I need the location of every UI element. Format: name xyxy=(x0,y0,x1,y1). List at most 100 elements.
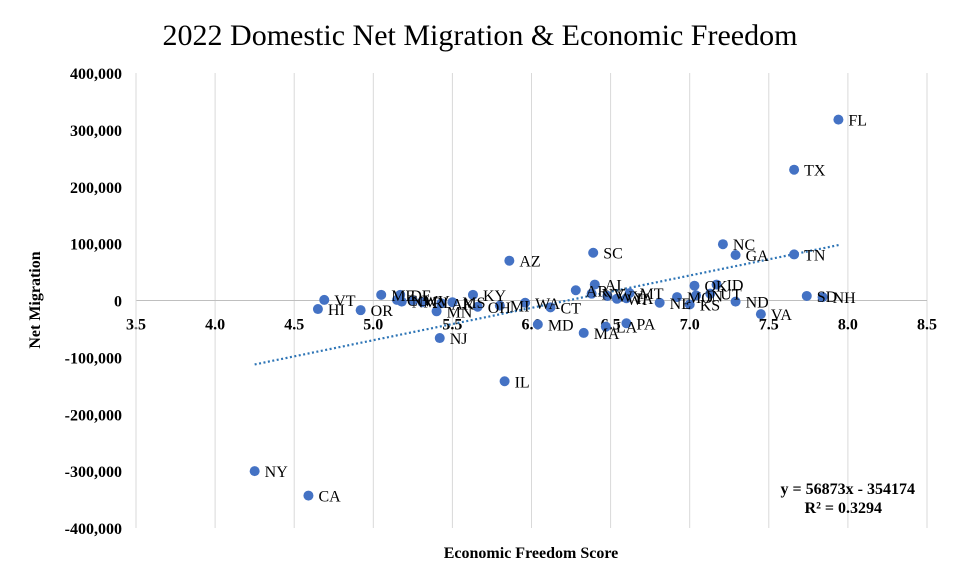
point-label-ar: AR xyxy=(586,283,609,300)
point-label-ky: KY xyxy=(483,288,507,305)
data-point-or xyxy=(355,305,366,316)
data-point-il xyxy=(499,376,510,387)
point-label-wv: WV xyxy=(423,294,450,311)
data-point-fl xyxy=(833,114,844,125)
trendline-equation: y = 56873x - 354174 xyxy=(781,481,915,498)
point-label-ne: NE xyxy=(670,296,691,313)
data-point-wi xyxy=(611,293,622,304)
data-point-nh xyxy=(817,292,828,303)
point-label-mn: MN xyxy=(447,304,473,321)
x-tick-label: 5.0 xyxy=(363,317,383,334)
point-label-tn: TN xyxy=(804,247,826,264)
data-point-wv xyxy=(407,295,418,306)
data-point-ga xyxy=(730,250,741,260)
point-label-mo: MO xyxy=(687,290,713,307)
point-label-wa: WA xyxy=(535,296,560,313)
point-label-nd: ND xyxy=(746,295,769,312)
point-label-va: VA xyxy=(771,307,792,324)
data-point-nv xyxy=(586,288,597,299)
point-label-nh: NH xyxy=(833,290,857,307)
data-point-md xyxy=(532,319,543,330)
point-label-sc: SC xyxy=(603,246,623,263)
x-tick-label: 7.0 xyxy=(680,317,700,334)
point-label-ut: UT xyxy=(720,287,742,304)
point-label-in: IN xyxy=(706,288,723,305)
point-label-de: DE xyxy=(410,288,431,305)
data-point-wa xyxy=(520,297,531,308)
data-point-me xyxy=(376,289,387,300)
point-label-az: AZ xyxy=(519,254,540,271)
point-label-nm: NM xyxy=(412,295,438,312)
data-point-ks xyxy=(684,299,695,310)
x-axis-label: Economic Freedom Score xyxy=(444,545,618,562)
data-point-ne xyxy=(654,297,665,308)
point-label-la: LA xyxy=(616,320,638,337)
y-tick-label: -100,000 xyxy=(65,350,122,367)
x-tick-label: 5.5 xyxy=(442,317,462,334)
data-point-mi xyxy=(494,300,505,311)
point-label-me: ME xyxy=(391,288,415,305)
data-point-ny xyxy=(249,466,260,477)
point-label-ca: CA xyxy=(318,489,341,506)
data-point-la xyxy=(600,321,611,332)
axes: 3.5 4.0 4.5 5.0 5.5 6.0 6.5 7.0 7.5 8.0 8.5400,000… xyxy=(65,66,937,538)
point-label-id: ID xyxy=(727,278,744,295)
point-label-nv: NV xyxy=(602,287,626,304)
data-point-in xyxy=(691,290,702,301)
point-label-ok: OK xyxy=(704,279,728,296)
point-label-ri: RI xyxy=(432,295,448,312)
data-points xyxy=(249,114,844,501)
point-label-tx: TX xyxy=(804,163,826,180)
point-label-al: AL xyxy=(605,278,626,295)
x-tick-label: 7.5 xyxy=(759,317,779,334)
point-label-oh: OH xyxy=(488,300,512,317)
point-label-co: CO xyxy=(407,293,429,310)
data-point-ca xyxy=(303,490,314,501)
data-point-oh xyxy=(472,301,483,312)
point-label-mt: MT xyxy=(640,286,664,303)
data-point-ar xyxy=(570,285,581,296)
y-tick-label: 200,000 xyxy=(70,180,122,197)
chart-title: 2022 Domestic Net Migration & Economic F… xyxy=(163,19,798,52)
point-label-ga: GA xyxy=(746,248,770,265)
data-point-nj xyxy=(434,333,445,344)
data-point-sd xyxy=(801,290,812,301)
point-label-ia: IA xyxy=(636,291,653,308)
data-point-al xyxy=(589,279,600,290)
data-point-sc xyxy=(588,247,599,258)
point-label-vt: VT xyxy=(334,293,356,310)
y-tick-label: 100,000 xyxy=(70,237,122,254)
point-label-ct: CT xyxy=(560,300,581,317)
y-tick-label: -400,000 xyxy=(65,521,122,538)
point-label-wi: WI xyxy=(627,292,647,309)
point-label-md: MD xyxy=(548,317,574,334)
point-label-ms: MS xyxy=(462,295,485,312)
data-point-id xyxy=(711,279,722,290)
y-tick-label: 400,000 xyxy=(70,66,122,83)
data-point-nd xyxy=(730,296,741,307)
point-label-ks: KS xyxy=(700,297,720,314)
data-point-tx xyxy=(789,164,800,175)
point-label-or: OR xyxy=(371,303,394,320)
y-tick-label: -300,000 xyxy=(65,464,122,481)
data-point-ms xyxy=(447,297,458,308)
data-point-ma xyxy=(578,327,589,338)
data-point-mn xyxy=(431,306,442,317)
data-point-pa xyxy=(621,318,632,329)
trendline-r-squared: R² = 0.3294 xyxy=(805,500,882,517)
data-point-co xyxy=(392,294,403,305)
y-tick-label: -200,000 xyxy=(65,407,122,424)
point-label-fl: FL xyxy=(848,113,867,130)
point-label-ny: NY xyxy=(265,464,289,481)
data-point-hi xyxy=(312,304,323,315)
y-tick-label: 0 xyxy=(114,294,122,311)
data-point-mo xyxy=(672,292,683,303)
point-label-mi: MI xyxy=(510,299,530,316)
x-tick-label: 8.0 xyxy=(838,317,858,334)
point-label-nj: NJ xyxy=(450,331,468,348)
point-label-ak: AK xyxy=(451,296,475,313)
data-point-ri xyxy=(417,297,428,308)
data-point-ak xyxy=(436,298,447,309)
